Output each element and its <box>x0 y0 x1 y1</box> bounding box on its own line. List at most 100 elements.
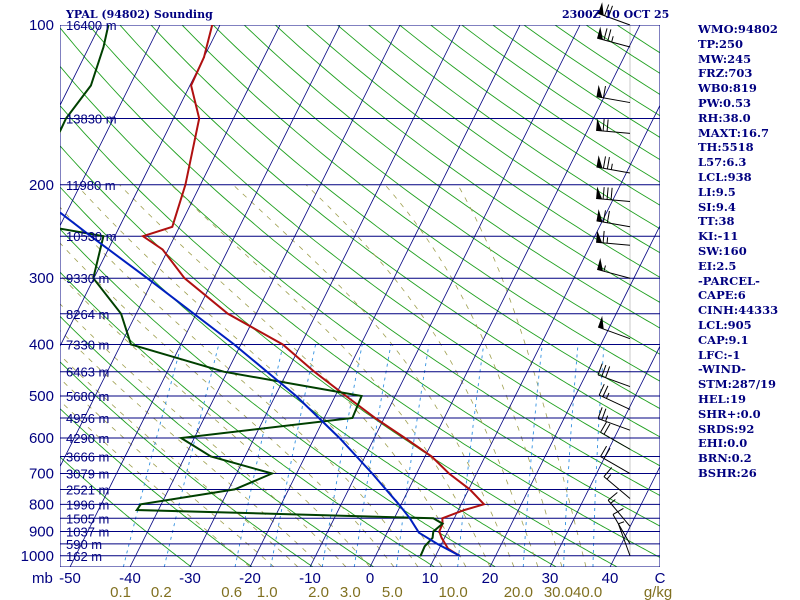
index-entry: MW:245 <box>698 51 752 66</box>
barb-half <box>603 265 606 272</box>
moist-adiabat <box>384 184 563 567</box>
barb-full <box>603 447 611 459</box>
parcel-point <box>338 437 341 439</box>
mixing-ratio-tick-label: 5.0 <box>382 584 403 600</box>
height-label: 6463 m <box>66 365 109 380</box>
barb-staff <box>597 418 631 431</box>
mixing-ratio-line <box>457 344 485 567</box>
mixing-ratio-tick-label: 0.6 <box>221 584 242 600</box>
barb-full <box>606 157 610 170</box>
index-entry: LFC:-1 <box>698 347 741 362</box>
barb-pennant <box>598 315 604 330</box>
temperature-point <box>345 395 347 397</box>
barb-staff <box>607 499 631 527</box>
dewpoint-point <box>120 313 122 315</box>
wind-barb <box>597 26 631 48</box>
moist-adiabat <box>60 303 347 567</box>
barb-staff <box>596 197 631 202</box>
barb-full <box>602 118 605 132</box>
dewpoint-point <box>432 530 435 533</box>
dewpoint-point <box>271 472 273 475</box>
barb-staff <box>603 476 631 499</box>
parcel-point <box>458 555 461 557</box>
barb-full <box>604 4 610 16</box>
temperature-point <box>313 370 316 373</box>
barb-full <box>597 407 603 419</box>
wind-barb <box>596 209 631 228</box>
dewpoint-point <box>65 117 67 120</box>
barb-half <box>610 499 616 504</box>
dry-adiabat <box>274 25 660 303</box>
temperature-point <box>469 488 471 491</box>
pressure-tick-label: 800 <box>29 496 54 513</box>
mixing-ratio-tick-label: 0.2 <box>151 584 172 600</box>
temperature-tick-label: -30 <box>179 570 201 587</box>
barb-pennant <box>596 84 603 98</box>
dewpoint-point <box>46 160 48 162</box>
pressure-tick-label: 700 <box>29 466 54 483</box>
index-entry: TT:38 <box>698 214 735 229</box>
barb-full <box>603 28 608 41</box>
wind-barb <box>596 118 631 134</box>
barb-staff <box>597 374 631 388</box>
wind-barb <box>597 363 631 388</box>
isotherm <box>309 25 581 567</box>
dewpoint-point <box>90 84 92 87</box>
pressure-tick-label: 600 <box>29 430 54 447</box>
barb-half <box>605 415 609 422</box>
height-label: 13830 m <box>66 111 117 126</box>
parcel-point <box>90 235 92 237</box>
temperature-tick-label: -50 <box>59 570 81 587</box>
mixing-ratio-tick-label: 10.0 <box>439 584 468 600</box>
chart-grid <box>60 25 660 567</box>
isotherm <box>60 25 221 348</box>
dry-adiabat <box>243 25 660 329</box>
barb-full <box>603 423 611 435</box>
isotherm <box>489 224 660 567</box>
barb-full <box>607 492 618 501</box>
temperature-point <box>211 25 213 26</box>
height-label: 11980 m <box>66 178 116 193</box>
temperature-point <box>142 235 144 237</box>
dewpoint-point <box>49 226 51 228</box>
temperature-point <box>430 455 433 458</box>
moist-adiabat <box>60 329 323 567</box>
mixing-ratio-tick-label: 40.0 <box>573 584 602 600</box>
temperature-point <box>463 509 466 511</box>
temperature-point <box>184 184 187 186</box>
height-label: 1037 m <box>66 524 109 539</box>
height-label: 16400 m <box>66 18 117 33</box>
temperature-point <box>374 417 377 419</box>
wind-barb <box>596 186 631 202</box>
wind-barb <box>597 315 631 340</box>
barb-staff <box>617 523 631 556</box>
barb-pennant <box>598 2 604 16</box>
barb-full <box>597 363 603 376</box>
barb-full <box>607 29 612 42</box>
dry-adiabat <box>119 25 660 438</box>
chart-title-time: 2300Z 10 OCT 25 <box>562 8 670 21</box>
height-label: 3666 m <box>66 449 109 464</box>
dewpoint-point <box>441 522 444 525</box>
barb-full <box>606 210 610 223</box>
height-label: 4956 m <box>66 411 109 426</box>
dry-adiabat <box>60 315 375 567</box>
parcel-point <box>233 343 235 346</box>
pressure-unit-label: mb <box>32 570 53 587</box>
wind-barb <box>600 445 631 474</box>
dewpoint-point <box>233 488 236 491</box>
height-label: 1505 m <box>66 511 109 526</box>
moist-adiabat <box>60 206 419 567</box>
dewpoint-point <box>210 455 212 458</box>
barb-staff <box>596 129 631 134</box>
temperature-point <box>440 537 443 539</box>
dry-adiabat <box>60 65 660 527</box>
dewpoint-point <box>102 235 105 237</box>
barb-pennant <box>597 26 603 40</box>
wind-barbs <box>596 2 631 556</box>
isotherm <box>60 25 281 468</box>
moist-adiabat <box>457 184 587 567</box>
barb-staff <box>596 96 631 104</box>
barb-pennant <box>596 209 603 222</box>
dry-adiabat <box>60 228 496 567</box>
